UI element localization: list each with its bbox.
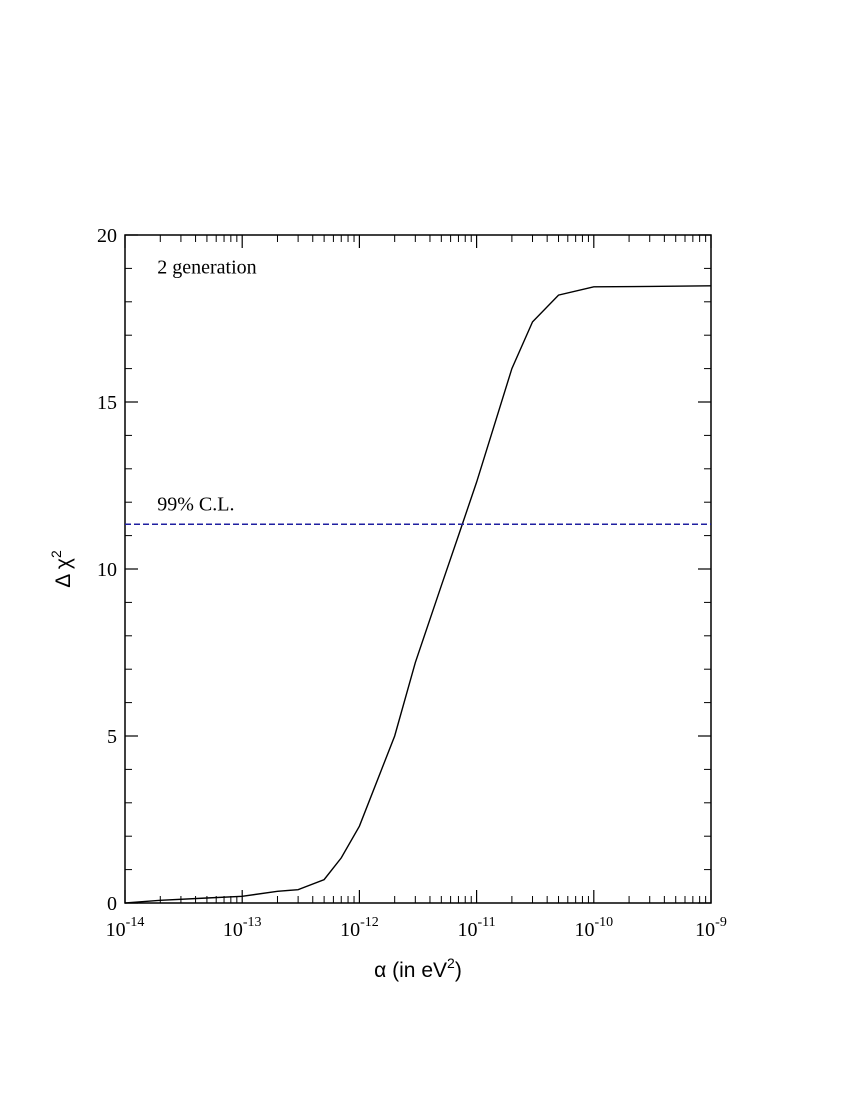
x-tick-label: 10-11 bbox=[458, 915, 496, 941]
y-tick-label: 5 bbox=[107, 726, 117, 748]
series-group bbox=[124, 285, 712, 904]
y-tick-label: 15 bbox=[97, 392, 117, 414]
x-axis-title: α (in eV2) bbox=[374, 955, 462, 982]
y-tick-label: 20 bbox=[97, 225, 117, 247]
y-axis-title: Δ χ2 bbox=[48, 550, 75, 588]
x-tick-label: 10-13 bbox=[223, 915, 262, 941]
y-tick-label: 0 bbox=[107, 893, 117, 915]
x-tick-label: 10-9 bbox=[695, 915, 727, 941]
axis-tick-labels: 10-14 10-13 10-12 10-11 10-10 10-9 0 5 10 15 20 bbox=[97, 225, 727, 941]
x-tick-label: 10-14 bbox=[106, 915, 145, 941]
x-tick-label: 10-10 bbox=[574, 915, 613, 941]
plot-frame bbox=[124, 234, 712, 904]
delta-chi2-curve bbox=[124, 285, 712, 904]
x-tick-label: 10-12 bbox=[340, 915, 379, 941]
annotations: 2 generation 99% C.L. bbox=[157, 256, 256, 515]
axis-ticks bbox=[124, 234, 712, 904]
y-tick-label: 10 bbox=[97, 559, 117, 581]
annotation-cl: 99% C.L. bbox=[157, 494, 234, 516]
annotation-generation: 2 generation bbox=[157, 256, 256, 278]
